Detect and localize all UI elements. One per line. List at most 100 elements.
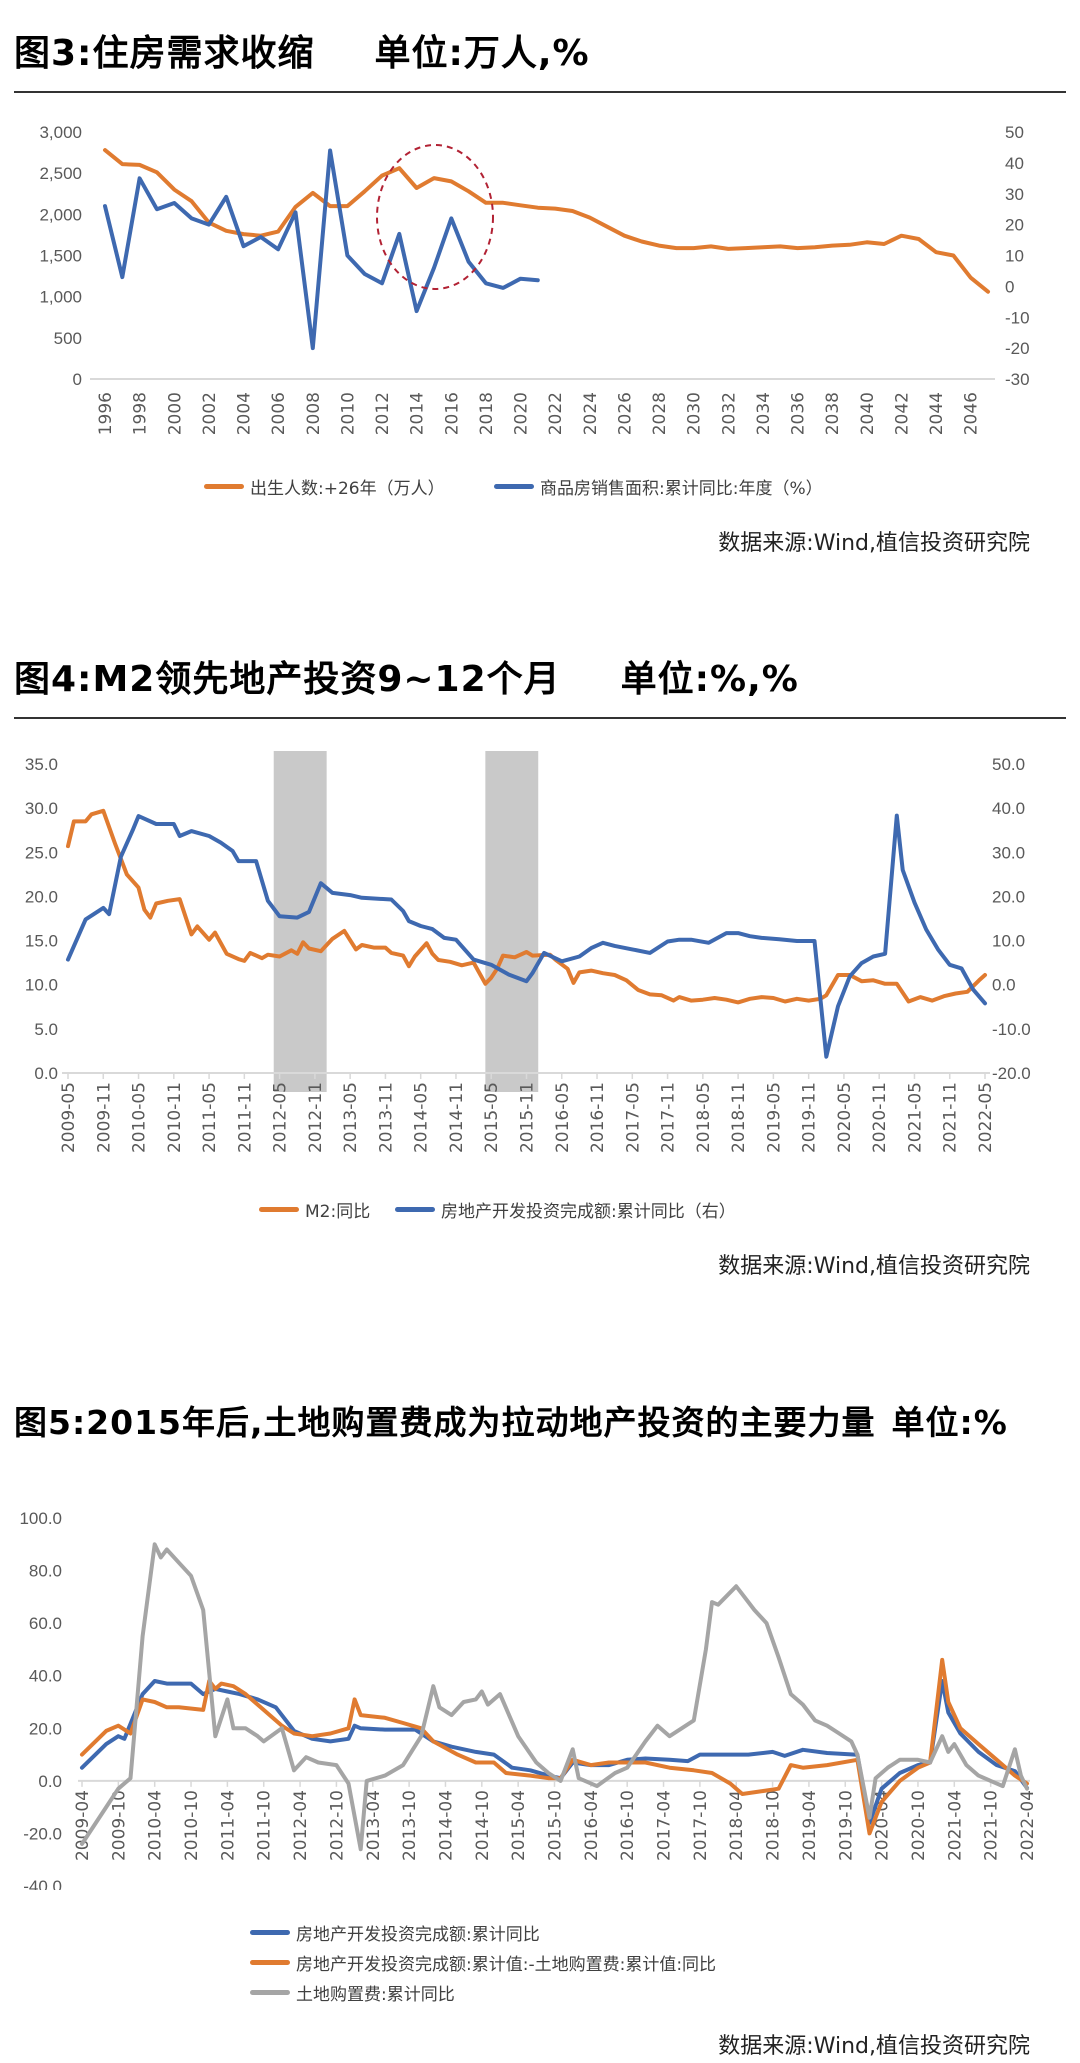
x-tick-label: 2011-10: [255, 1790, 275, 1861]
chart3-title-text: 图3:住房需求收缩: [14, 33, 315, 74]
x-tick-label: 2019-10: [836, 1790, 856, 1861]
series-line-1: [80, 1679, 1029, 1825]
x-tick-label: 2042: [892, 392, 912, 435]
annotation-dashed-circle: [376, 144, 494, 290]
x-tick-label: 2018-11: [729, 1082, 749, 1153]
x-tick-label: 2014-04: [436, 1790, 456, 1861]
x-tick-label: 2019-11: [800, 1082, 820, 1153]
chart-land-purchase: -40.0 -20.0 0.0 20.0 40.0 60.0 80.0 100.0 2009-0…: [19, 1509, 1038, 1890]
x-tick-label: 2013-10: [400, 1790, 420, 1861]
legend-item-investment: 房地产开发投资完成额:累计同比: [250, 1920, 540, 1945]
y-tick-label: 10.0: [25, 976, 58, 995]
chart-m2-vs-investment: 0.0 5.0 10.0 15.0 20.0 25.0 30.0 35.0 -20.0 -10.0…: [25, 751, 1031, 1153]
x-tick-label: 2009-10: [109, 1790, 129, 1861]
x-tick-label: 2034: [754, 392, 774, 435]
legend-item-births: 出生人数:+26年（万人）: [204, 474, 445, 499]
x-tick-label: 2032: [719, 392, 739, 435]
y-tick-label: 2,500: [39, 164, 82, 183]
x-tick-label: 2013-05: [341, 1082, 361, 1153]
chart-housing-demand: 05001,0001,5002,0002,5003,000-30-20-1001…: [39, 123, 1030, 435]
legend-swatch-orange: [259, 1207, 299, 1212]
y2-tick-label: -30: [1005, 370, 1030, 389]
y-tick-label: 30.0: [25, 799, 58, 818]
title-divider: [14, 91, 1066, 93]
x-tick-label: 2006: [269, 392, 289, 435]
x-tick-label: 2012-04: [291, 1790, 311, 1861]
legend-item-investment-ex-land: 房地产开发投资完成额:累计值:-土地购置费:累计值:同比: [250, 1950, 716, 1975]
x-tick-label: 2014-10: [473, 1790, 493, 1861]
x-tick-label: 2017-05: [623, 1082, 643, 1153]
y2-tick-label: 50: [1005, 123, 1024, 142]
y-tick-label: 20.0: [25, 887, 58, 906]
x-tick-label: 2000: [165, 392, 185, 435]
y2-tick-label: 50.0: [992, 755, 1025, 774]
x-tick-label: 2030: [685, 392, 705, 435]
x-tick-label: 2022-04: [1018, 1790, 1038, 1861]
y-tick-label: 1,000: [39, 288, 82, 307]
x-tick-label: 2009-05: [59, 1082, 79, 1153]
legend-item-land-purchase: 土地购置费:累计同比: [250, 1980, 455, 2005]
y2-tick-label: 0.0: [992, 976, 1016, 995]
y-tick-label: 0.0: [34, 1064, 58, 1083]
x-tick-label: 2017-11: [659, 1082, 679, 1153]
x-tick-label: 2019-05: [764, 1082, 784, 1153]
y2-tick-label: -20.0: [992, 1064, 1031, 1083]
series-line-1: [66, 808, 987, 1005]
shaded-period: [273, 751, 327, 1092]
y2-tick-label: 40.0: [992, 799, 1025, 818]
x-tick-label: 2014-11: [447, 1082, 467, 1153]
x-tick-label: 2013-04: [364, 1790, 384, 1861]
chart4-title: 图4:M2领先地产投资9~12个月 单位:%,%: [14, 650, 799, 702]
x-tick-label: 2011-04: [218, 1790, 238, 1861]
y2-tick-label: 30.0: [992, 843, 1025, 862]
legend-swatch-blue: [395, 1207, 435, 1212]
series-line-2: [103, 148, 540, 351]
y-tick-label: -20.0: [23, 1824, 62, 1843]
legend-label: 房地产开发投资完成额:累计同比: [296, 1925, 540, 1945]
chart3-unit: 单位:万人,%: [374, 33, 590, 74]
data-source: 数据来源:Wind,植信投资研究院: [718, 1254, 1030, 1279]
y-tick-label: 80.0: [29, 1562, 62, 1581]
x-tick-label: 2013-11: [376, 1082, 396, 1153]
series-line-3: [80, 1542, 1029, 1852]
x-tick-label: 2016-05: [553, 1082, 573, 1153]
x-tick-label: 2040: [858, 392, 878, 435]
x-tick-label: 2046: [962, 392, 982, 435]
y2-tick-label: 30: [1005, 185, 1024, 204]
x-tick-label: 2010: [338, 392, 358, 435]
x-tick-label: 2004: [235, 392, 255, 435]
legend-label: 房地产开发投资完成额:累计值:-土地购置费:累计值:同比: [296, 1955, 717, 1975]
y-tick-label: 500: [54, 329, 82, 348]
y-tick-label: 40.0: [29, 1667, 62, 1686]
y-tick-label: 2,000: [39, 205, 82, 224]
x-tick-label: 2018-10: [764, 1790, 784, 1861]
x-tick-label: 2008: [304, 392, 324, 435]
y-tick-label: 5.0: [34, 1020, 58, 1039]
x-tick-label: 2016: [442, 392, 462, 435]
x-tick-label: 2016-11: [588, 1082, 608, 1153]
x-tick-label: 2022: [546, 392, 566, 435]
x-tick-label: 2021-04: [945, 1790, 965, 1861]
x-tick-label: 2015-05: [482, 1082, 502, 1153]
y-tick-label: 100.0: [19, 1509, 62, 1528]
series-line-2: [80, 1657, 1029, 1836]
x-tick-label: 2011-11: [235, 1082, 255, 1153]
x-tick-label: 2026: [615, 392, 635, 435]
y2-tick-label: -10: [1005, 308, 1030, 327]
x-tick-label: 2018-05: [694, 1082, 714, 1153]
y2-tick-label: 0: [1005, 277, 1014, 296]
x-tick-label: 2012-05: [271, 1082, 291, 1153]
x-tick-label: 2028: [650, 392, 670, 435]
y-tick-label: 35.0: [25, 755, 58, 774]
legend-swatch-blue: [494, 484, 534, 489]
y2-tick-label: 10.0: [992, 932, 1025, 951]
chart5-title: 图5:2015年后,土地购置费成为拉动地产投资的主要力量 单位:%: [14, 1396, 1008, 1444]
x-tick-label: 2017-04: [655, 1790, 675, 1861]
x-tick-label: 2016-04: [582, 1790, 602, 1861]
x-tick-label: 2024: [581, 392, 601, 435]
legend-item-investment: 房地产开发投资完成额:累计同比（右）: [395, 1197, 736, 1222]
chart4-title-text: 图4:M2领先地产投资9~12个月: [14, 659, 561, 700]
series-line-1: [103, 148, 990, 294]
x-tick-label: 2010-10: [182, 1790, 202, 1861]
x-tick-label: 1996: [96, 392, 116, 435]
